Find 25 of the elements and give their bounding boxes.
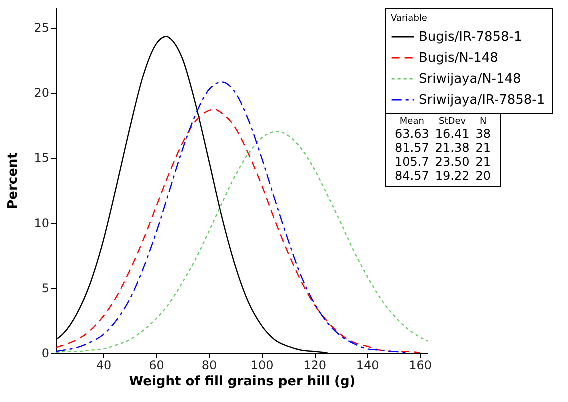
- x-tick-label: 40: [96, 358, 112, 372]
- legend-label: Bugis/IR-7858-1: [419, 30, 522, 45]
- annotation: 105.7 23.50 21: [394, 155, 492, 169]
- legend-title: Variable: [391, 14, 428, 24]
- x-tick-label: 80: [202, 358, 218, 372]
- y-tick-label: 0: [42, 346, 50, 360]
- x-tick-label: 140: [356, 358, 380, 372]
- x-axis-title: Weight of fill grains per hill (g): [129, 374, 356, 390]
- annotation: 84.57 19.22 20: [394, 169, 492, 183]
- annotation: 81.57 21.38 21: [394, 141, 492, 155]
- legend-label: Sriwijaya/N-148: [419, 72, 522, 87]
- x-tick-label: 160: [409, 358, 432, 372]
- y-tick-label: 25: [34, 21, 50, 36]
- annotation: 63.63 16.41 38: [394, 127, 492, 141]
- text: Mean StDev N: [400, 117, 487, 127]
- y-tick-label: 10: [34, 216, 50, 230]
- legend-label: Sriwijaya/IR-7858-1: [419, 93, 546, 108]
- y-tick-label: 15: [34, 151, 50, 166]
- x-tick-label: 60: [149, 358, 164, 372]
- y-tick-label: 20: [34, 86, 50, 100]
- x-tick-label: 100: [250, 358, 274, 372]
- y-tick-label: 5: [42, 281, 50, 296]
- x-tick-label: 120: [304, 358, 327, 372]
- y-axis-title: Percent: [6, 152, 22, 210]
- legend-label: Bugis/N-148: [419, 51, 498, 66]
